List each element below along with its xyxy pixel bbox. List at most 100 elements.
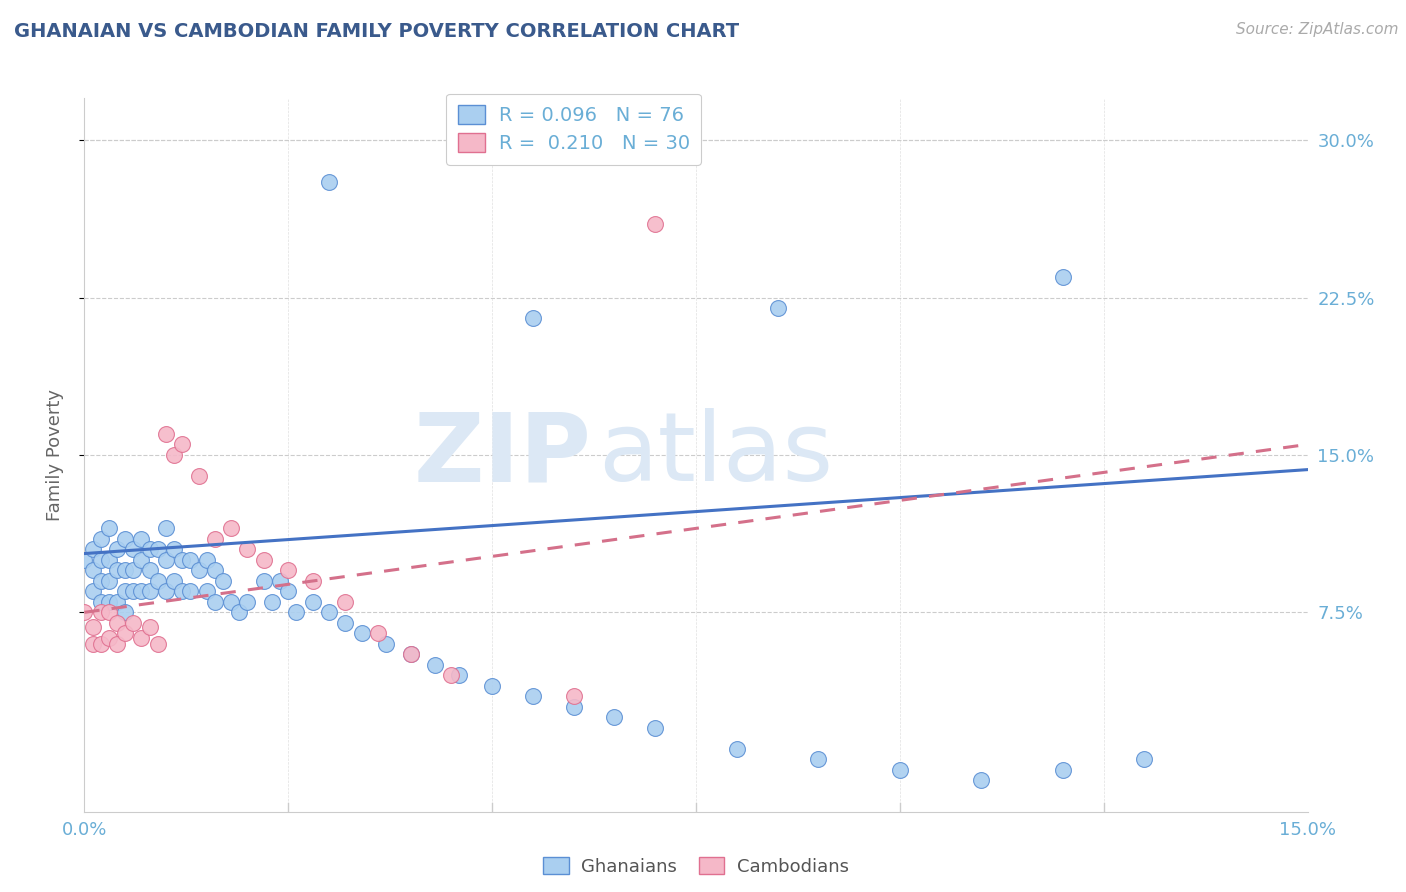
Point [423,657,446,672]
Point [82,637,104,651]
Point [97,521,120,535]
Point [90,532,112,546]
Legend: Ghanaians, Cambodians: Ghanaians, Cambodians [534,848,858,885]
Point [138,620,160,634]
Point [138,584,160,599]
Point [155,553,177,567]
Point [105,615,128,630]
Point [889,763,911,777]
Text: GHANAIAN VS CAMBODIAN FAMILY POVERTY CORRELATION CHART: GHANAIAN VS CAMBODIAN FAMILY POVERTY COR… [14,22,740,41]
Point [766,301,789,315]
Point [399,648,422,662]
Point [335,595,357,609]
Point [562,699,585,714]
Point [1133,752,1156,766]
Point [82,584,104,599]
Point [73,605,96,619]
Point [131,553,153,567]
Point [335,615,357,630]
Point [146,637,169,651]
Point [301,595,323,609]
Point [212,574,235,588]
Point [195,584,218,599]
Point [105,637,128,651]
Point [725,741,748,756]
Point [146,574,169,588]
Point [449,668,471,682]
Point [172,553,194,567]
Point [163,542,186,557]
Point [253,574,276,588]
Point [146,542,169,557]
Point [367,626,389,640]
Point [204,563,226,577]
Point [114,563,136,577]
Y-axis label: Family Poverty: Family Poverty [45,389,63,521]
Point [131,631,153,645]
Point [122,542,145,557]
Point [122,615,145,630]
Point [807,752,830,766]
Point [90,637,112,651]
Point [138,563,160,577]
Point [90,595,112,609]
Point [155,521,177,535]
Point [97,553,120,567]
Point [399,648,422,662]
Point [318,605,340,619]
Point [172,437,194,451]
Point [301,574,323,588]
Point [122,563,145,577]
Point [114,626,136,640]
Point [163,448,186,462]
Point [236,542,259,557]
Point [562,690,585,704]
Point [1052,763,1074,777]
Point [269,574,291,588]
Point [105,563,128,577]
Point [172,584,194,599]
Point [82,542,104,557]
Point [481,679,503,693]
Text: Source: ZipAtlas.com: Source: ZipAtlas.com [1236,22,1399,37]
Point [970,773,993,788]
Point [131,584,153,599]
Point [90,605,112,619]
Point [105,542,128,557]
Point [1052,269,1074,284]
Point [375,637,398,651]
Point [90,553,112,567]
Text: atlas: atlas [598,409,834,501]
Point [114,584,136,599]
Point [440,668,463,682]
Point [114,605,136,619]
Point [187,563,209,577]
Point [644,721,666,735]
Point [179,584,201,599]
Point [155,584,177,599]
Text: ZIP: ZIP [415,409,592,501]
Point [155,426,177,441]
Point [90,574,112,588]
Point [82,563,104,577]
Point [114,532,136,546]
Point [219,595,242,609]
Point [277,584,299,599]
Point [97,605,120,619]
Point [236,595,259,609]
Point [285,605,308,619]
Point [522,690,544,704]
Point [204,595,226,609]
Point [187,469,209,483]
Point [318,175,340,189]
Point [644,217,666,231]
Point [97,631,120,645]
Point [253,553,276,567]
Point [138,542,160,557]
Point [163,574,186,588]
Point [350,626,373,640]
Point [105,595,128,609]
Point [97,595,120,609]
Point [195,553,218,567]
Point [73,553,96,567]
